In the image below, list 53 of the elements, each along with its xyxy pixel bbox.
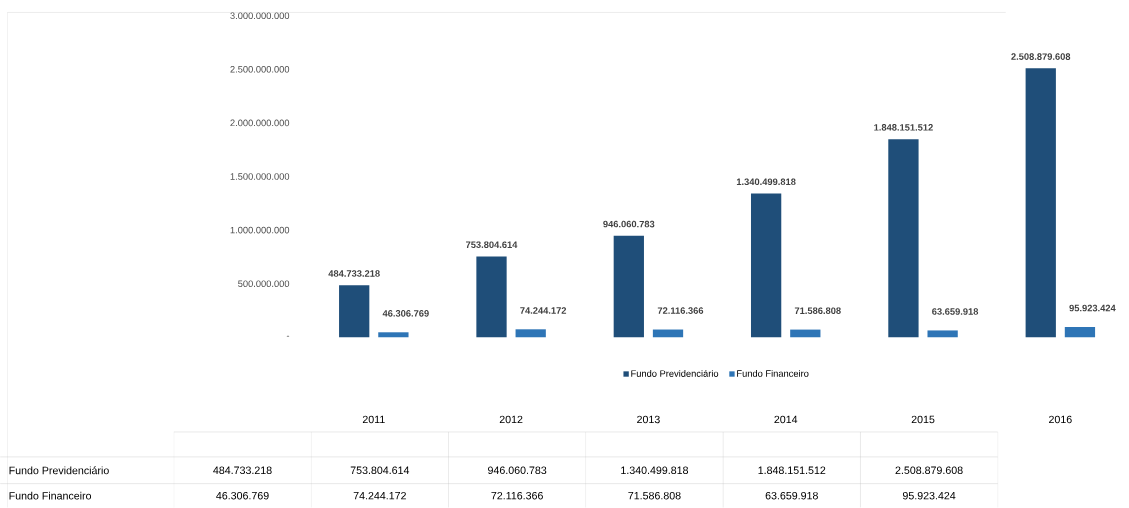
x-tick-label: 2014 — [774, 415, 798, 424]
y-tick-label: 2.000.000.000 — [230, 119, 290, 127]
data-label: 74.244.172 — [520, 307, 567, 314]
text: 2.508.879.608 — [895, 466, 963, 475]
bar — [927, 330, 958, 338]
text: 74.244.172 — [353, 492, 406, 500]
x-tick-label: 2012 — [499, 415, 523, 424]
bar — [1025, 68, 1056, 338]
bar — [339, 285, 370, 338]
text: 1.340.499.818 — [621, 466, 689, 475]
y-tick-label: 1.500.000.000 — [230, 173, 290, 180]
y-tick-label: - — [286, 335, 290, 337]
data-label: 71.586.808 — [794, 307, 841, 315]
data-label: 63.659.918 — [932, 308, 979, 315]
x-tick-label: 2015 — [911, 415, 935, 424]
bar — [652, 329, 684, 338]
text: 46.306.769 — [216, 491, 269, 500]
text: 72.116.366 — [491, 491, 543, 500]
legend-label: Fundo Previdenciário — [631, 370, 719, 377]
text: 71.586.808 — [628, 491, 681, 500]
data-label: 484.733.218 — [328, 270, 380, 277]
x-tick-label: 2011 — [362, 415, 385, 424]
bar — [476, 256, 507, 338]
bar — [1064, 327, 1096, 338]
data-label: 1.340.499.818 — [736, 178, 796, 186]
bar — [790, 329, 821, 338]
bar — [613, 235, 644, 338]
text: 95.923.424 — [902, 491, 956, 500]
text: 484.733.218 — [213, 466, 272, 475]
y-tick-label: 2.500.000.000 — [230, 66, 290, 73]
data-label: 1.848.151.512 — [874, 124, 933, 131]
bar — [515, 329, 546, 338]
text: 63.659.918 — [765, 491, 818, 500]
x-tick-label: 2013 — [637, 415, 660, 424]
data-label: 753.804.614 — [466, 241, 518, 249]
data-label: 46.306.769 — [382, 310, 429, 317]
bar — [378, 332, 409, 338]
bar — [750, 193, 782, 338]
text: 1.848.151.512 — [758, 466, 826, 475]
legend-label: Fundo Financeiro — [737, 370, 809, 377]
data-label: 2.508.879.608 — [1011, 53, 1071, 60]
data-label: 72.116.366 — [657, 307, 704, 315]
text: Fundo Previdenciário — [9, 466, 109, 475]
y-tick-label: 1.000.000.000 — [230, 226, 290, 234]
y-tick-label: 3.000.000.000 — [230, 12, 290, 20]
data-label: 95.923.424 — [1069, 304, 1116, 312]
text: Fundo Financeiro — [9, 491, 92, 500]
bar — [888, 139, 919, 338]
x-tick-label: 2016 — [1049, 415, 1072, 424]
y-tick-label: 500.000.000 — [238, 280, 290, 288]
text: 946.060.783 — [488, 466, 547, 475]
data-label: 946.060.783 — [603, 220, 655, 228]
text: 753.804.614 — [350, 466, 410, 475]
